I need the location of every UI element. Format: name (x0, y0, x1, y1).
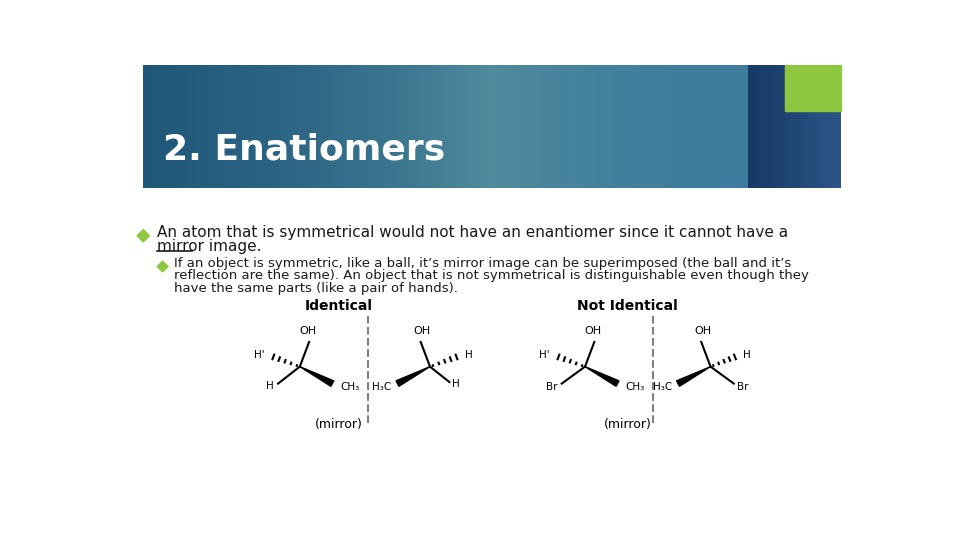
Text: Br: Br (737, 382, 749, 392)
Polygon shape (143, 190, 841, 222)
Text: H₃C: H₃C (653, 382, 672, 392)
Polygon shape (300, 367, 334, 386)
Text: H: H (465, 350, 472, 360)
Polygon shape (677, 367, 710, 386)
Text: (mirror): (mirror) (315, 418, 363, 431)
Text: have the same parts (like a pair of hands).: have the same parts (like a pair of hand… (175, 281, 458, 295)
Polygon shape (585, 367, 619, 386)
Polygon shape (396, 367, 430, 386)
Text: OH: OH (585, 326, 601, 336)
Text: Not Identical: Not Identical (577, 299, 678, 313)
Text: reflection are the same). An object that is not symmetrical is distinguishable e: reflection are the same). An object that… (175, 269, 809, 282)
Text: OH: OH (299, 326, 316, 336)
Text: If an object is symmetric, like a ball, it’s mirror image can be superimposed (t: If an object is symmetric, like a ball, … (175, 257, 791, 270)
Bar (785, 65, 841, 111)
Text: OH: OH (694, 326, 711, 336)
Text: CH₃: CH₃ (340, 382, 359, 392)
Text: CH₃: CH₃ (625, 382, 644, 392)
Text: H: H (452, 379, 460, 389)
Text: H₃C: H₃C (372, 382, 392, 392)
Text: H: H (267, 381, 275, 391)
Text: Br: Br (546, 382, 558, 392)
Polygon shape (137, 230, 150, 242)
Text: H: H (743, 350, 751, 360)
Text: (mirror): (mirror) (604, 418, 652, 431)
Text: Identical: Identical (304, 299, 372, 313)
Text: H': H' (253, 350, 264, 360)
Text: 2. Enatiomers: 2. Enatiomers (162, 132, 444, 166)
Text: mirror image.: mirror image. (157, 239, 262, 254)
Text: H': H' (539, 350, 549, 360)
Text: An atom that is symmetrical would not have an enantiomer since it cannot have a: An atom that is symmetrical would not ha… (157, 225, 788, 240)
Polygon shape (157, 261, 168, 272)
Text: OH: OH (414, 326, 431, 336)
